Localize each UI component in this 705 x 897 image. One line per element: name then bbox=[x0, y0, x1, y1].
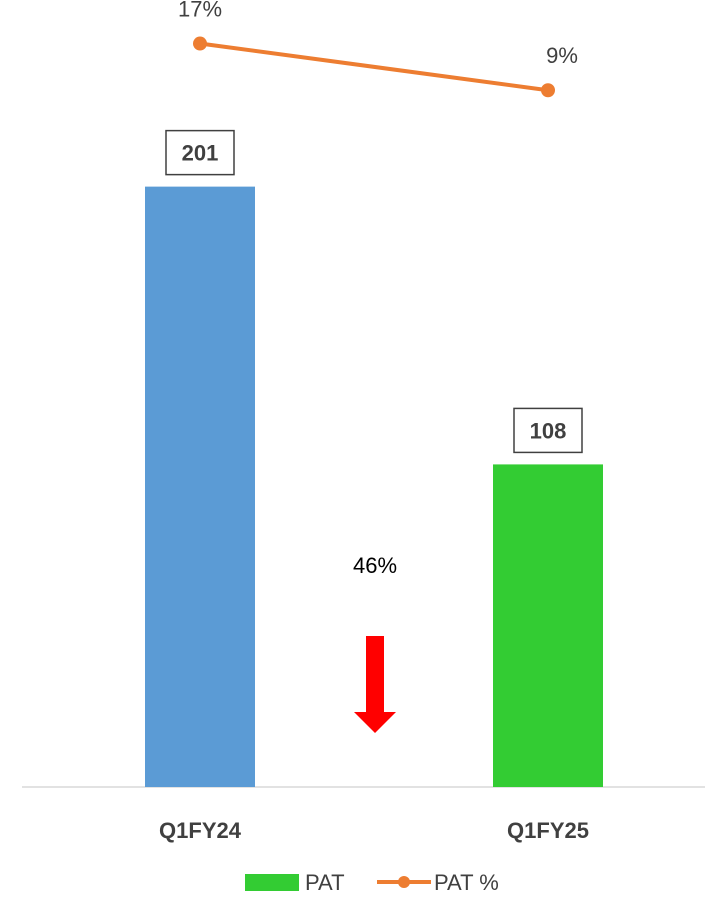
pat-pct-label: 17% bbox=[178, 0, 222, 22]
bar-value-box bbox=[513, 407, 583, 454]
bar-value-box bbox=[165, 129, 235, 176]
change-label: 46% bbox=[353, 553, 397, 578]
legend: PAT PAT % bbox=[245, 870, 499, 895]
category-label: Q1FY24 bbox=[159, 818, 242, 843]
legend-label-pat-pct: PAT % bbox=[434, 870, 499, 895]
pat-pct-point bbox=[193, 36, 207, 51]
bar-value-label: 201 bbox=[182, 141, 219, 166]
bar-value-label: 108 bbox=[530, 418, 567, 443]
bar-q1fy24 bbox=[145, 186, 255, 788]
arrow-down-icon bbox=[354, 636, 396, 733]
bar-q1fy25 bbox=[493, 464, 603, 787]
legend-swatch-pat-pct-marker bbox=[398, 876, 410, 888]
legend-swatch-pat bbox=[245, 874, 299, 891]
pat-pct-label: 9% bbox=[546, 43, 578, 68]
pat-pct-line bbox=[199, 41, 549, 93]
legend-label-pat: PAT bbox=[305, 870, 345, 895]
category-label: Q1FY25 bbox=[507, 818, 589, 843]
pat-pct-point bbox=[541, 83, 555, 98]
